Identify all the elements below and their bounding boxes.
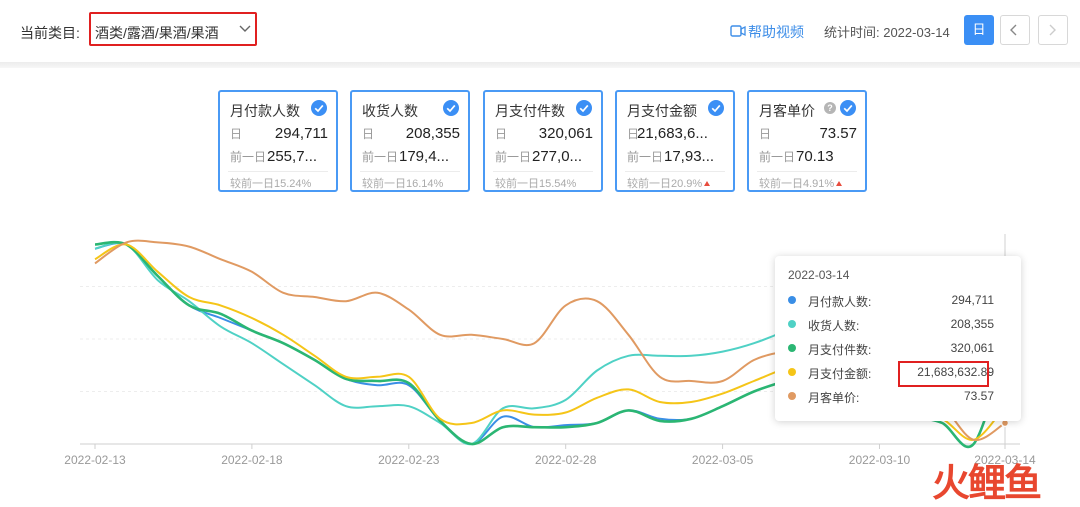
chevron-right-icon	[1049, 24, 1056, 36]
prev-day-value: 277,0...	[532, 148, 583, 165]
watermark-logo: 火鲤鱼	[932, 452, 1042, 507]
series-color-dot	[788, 296, 796, 304]
card-divider	[228, 171, 328, 172]
top-toolbar: 当前类目: 酒类/露酒/果酒/果酒 帮助视频 统计时间: 2022-03-14 …	[0, 0, 1080, 62]
compare-value: 较前一日4.91%	[759, 178, 835, 190]
compare-value: 较前一日15.54%	[495, 178, 577, 190]
stat-time: 统计时间: 2022-03-14	[824, 25, 950, 40]
series-color-dot	[788, 320, 796, 328]
tooltip-series-value: 73.57	[963, 389, 994, 403]
day-label: 日	[495, 127, 508, 141]
compare-text: 较前一日15.24%	[230, 175, 311, 191]
x-tick-label: 2022-02-18	[221, 453, 283, 467]
x-tick-label: 2022-03-10	[849, 453, 911, 467]
tooltip-item: 月客单价: 73.57	[788, 388, 1010, 406]
compare-text: 较前一日4.91%	[759, 175, 843, 191]
chart-tooltip: 2022-03-14 月付款人数: 294,711 收货人数: 208,355 月支付件…	[775, 256, 1021, 421]
checkmark-icon[interactable]	[840, 100, 856, 116]
video-camera-icon	[730, 25, 746, 37]
next-day-button[interactable]	[1038, 15, 1068, 45]
metric-card-title: 月付款人数	[230, 103, 300, 119]
prev-day-label: 前一日	[362, 150, 399, 164]
card-divider	[757, 171, 857, 172]
compare-text: 较前一日20.9%	[627, 175, 711, 191]
series-color-dot	[788, 392, 796, 400]
compare-value: 较前一日15.24%	[230, 178, 312, 190]
day-label: 日	[362, 127, 375, 141]
tooltip-series-value: 208,355	[950, 317, 994, 331]
day-value: 320,061	[538, 125, 593, 142]
tooltip-item: 收货人数: 208,355	[788, 316, 1010, 334]
help-video-label: 帮助视频	[748, 24, 804, 40]
x-tick-label: 2022-02-23	[378, 453, 440, 467]
tooltip-item: 月支付金额: 21,683,632.89	[788, 364, 1010, 382]
day-value: 208,355	[405, 125, 460, 142]
checkmark-icon[interactable]	[576, 100, 592, 116]
tooltip-series-name: 收货人数:	[808, 319, 860, 333]
tooltip-series-name: 月付款人数:	[808, 295, 872, 309]
tooltip-series-name: 月客单价:	[808, 391, 860, 405]
compare-value: 较前一日20.9%	[627, 178, 703, 190]
category-select[interactable]: 酒类/露酒/果酒/果酒	[89, 12, 257, 46]
metric-card[interactable]: 月付款人数日 294,711 前一日 255,7... 较前一日15.24%	[218, 90, 338, 192]
checkmark-icon[interactable]	[443, 100, 459, 116]
metric-card[interactable]: 收货人数日 208,355 前一日 179,4... 较前一日16.14%	[350, 90, 470, 192]
tooltip-series-name: 月支付件数:	[808, 343, 872, 357]
tooltip-date: 2022-03-14	[788, 268, 850, 282]
header-divider	[0, 62, 1080, 68]
metric-card[interactable]: 月支付金额日 21,683,6... 前一日 17,93... 较前一日20.9%	[615, 90, 735, 192]
day-label: 日	[627, 127, 640, 141]
compare-text: 较前一日16.14%	[362, 175, 443, 191]
metric-card[interactable]: 月客单价? 日 73.57 前一日 70.13 较前一日4.91%	[747, 90, 867, 192]
prev-day-value: 70.13	[796, 148, 834, 165]
x-tick-label: 2022-03-05	[692, 453, 754, 467]
day-label: 日	[759, 127, 772, 141]
card-divider	[493, 171, 593, 172]
card-divider	[625, 171, 725, 172]
day-value: 21,683,6...	[637, 125, 708, 142]
prev-day-label: 前一日	[230, 150, 267, 164]
chevron-down-icon	[239, 25, 251, 32]
series-color-dot	[788, 344, 796, 352]
checkmark-icon[interactable]	[708, 100, 724, 116]
prev-day-value: 179,4...	[399, 148, 450, 165]
compare-text: 较前一日15.54%	[495, 175, 576, 191]
metric-card-title: 收货人数	[362, 103, 418, 119]
help-question-icon[interactable]: ?	[824, 102, 836, 114]
card-divider	[360, 171, 460, 172]
prev-day-label: 前一日	[759, 150, 796, 164]
checkmark-icon[interactable]	[311, 100, 327, 116]
tooltip-series-value: 21,683,632.89	[917, 365, 994, 379]
day-value: 73.57	[819, 125, 857, 142]
metric-card-title: 月支付金额	[627, 103, 697, 119]
tooltip-series-name: 月支付金额:	[808, 367, 872, 381]
tooltip-series-value: 320,061	[950, 341, 994, 355]
highlight-box	[898, 361, 989, 387]
watermark-text: 火鲤鱼	[932, 463, 1042, 505]
prev-day-label: 前一日	[627, 150, 664, 164]
metric-card-title: 月客单价	[759, 103, 815, 119]
compare-value: 较前一日16.14%	[362, 178, 444, 190]
up-arrow-icon	[704, 181, 711, 186]
x-tick-label: 2022-02-28	[535, 453, 597, 467]
chevron-left-icon	[1010, 24, 1017, 36]
metric-card-title: 月支付件数	[495, 103, 565, 119]
prev-day-value: 17,93...	[664, 148, 715, 165]
day-button[interactable]: 日	[964, 15, 994, 45]
tooltip-item: 月付款人数: 294,711	[788, 292, 1010, 310]
prev-day-button[interactable]	[1000, 15, 1030, 45]
metric-card[interactable]: 月支付件数日 320,061 前一日 277,0... 较前一日15.54%	[483, 90, 603, 192]
tooltip-series-value: 294,711	[951, 293, 995, 307]
prev-day-label: 前一日	[495, 150, 532, 164]
up-arrow-icon	[836, 181, 843, 186]
category-value: 酒类/露酒/果酒/果酒	[95, 25, 219, 41]
x-tick-label: 2022-02-13	[64, 453, 126, 467]
prev-day-value: 255,7...	[267, 148, 318, 165]
series-color-dot	[788, 368, 796, 376]
category-label: 当前类目:	[20, 25, 80, 41]
x-tick-label: 2022-03-14	[974, 453, 1036, 467]
day-label: 日	[230, 127, 243, 141]
day-value: 294,711	[274, 125, 328, 142]
tooltip-item: 月支付件数: 320,061	[788, 340, 1010, 358]
